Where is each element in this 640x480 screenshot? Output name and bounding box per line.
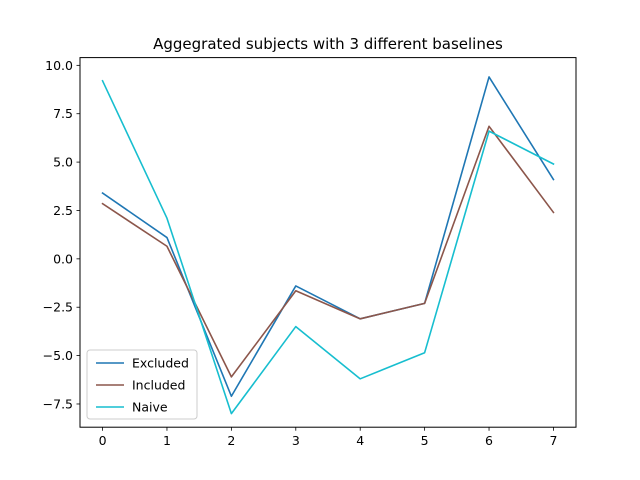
x-tick-label: 2 [227,433,235,448]
data-point-included [102,203,104,205]
data-point-included [231,376,233,378]
data-point-included [424,303,426,305]
series-line-included [101,125,555,378]
plot-frame [79,57,577,428]
data-point-included [553,212,555,214]
data-point-naive [231,413,233,415]
y-axis: −7.5 −5.0 −2.5 0.0 2.5 5.0 7.5 10.0 [43,58,80,411]
legend: Excluded Included Naive [86,349,198,420]
data-point-naive [553,163,555,165]
data-point-naive [424,352,426,354]
y-tick-label: 2.5 [53,203,73,218]
series-line-naive [101,79,555,415]
x-tick-label: 3 [292,433,300,448]
series-layer [101,76,555,415]
x-tick-label: 7 [549,433,557,448]
y-tick-label: −7.5 [43,396,73,411]
data-point-excluded [488,76,490,78]
x-tick-label: 5 [421,433,429,448]
x-axis: 0 1 2 3 4 5 6 7 [99,427,557,448]
x-tick-label: 6 [485,433,493,448]
y-tick-label: 7.5 [53,106,73,121]
data-point-excluded [102,192,104,194]
y-tick-label: 10.0 [45,58,73,73]
data-point-included [295,290,297,292]
data-point-included [488,126,490,128]
data-point-excluded [295,285,297,287]
legend-label: Naive [132,400,168,415]
data-point-naive [359,378,361,380]
legend-label: Excluded [132,356,189,371]
y-tick-label: 5.0 [53,155,73,170]
series-line-excluded [101,76,555,398]
x-tick-label: 1 [163,433,171,448]
data-point-included [166,245,168,247]
data-point-excluded [166,237,168,239]
data-point-excluded [553,179,555,181]
data-point-naive [102,80,104,82]
y-tick-label: 0.0 [53,251,73,266]
legend-label: Included [132,378,185,393]
data-point-naive [295,326,297,328]
y-tick-label: −2.5 [43,300,73,315]
y-tick-label: −5.0 [43,348,73,363]
chart-title: Aggegrated subjects with 3 different bas… [153,35,503,53]
data-point-naive [488,130,490,132]
x-tick-label: 0 [99,433,107,448]
data-point-naive [166,217,168,219]
data-point-included [359,318,361,320]
data-point-excluded [231,395,233,397]
x-tick-label: 4 [356,433,364,448]
legend-box [86,349,198,420]
